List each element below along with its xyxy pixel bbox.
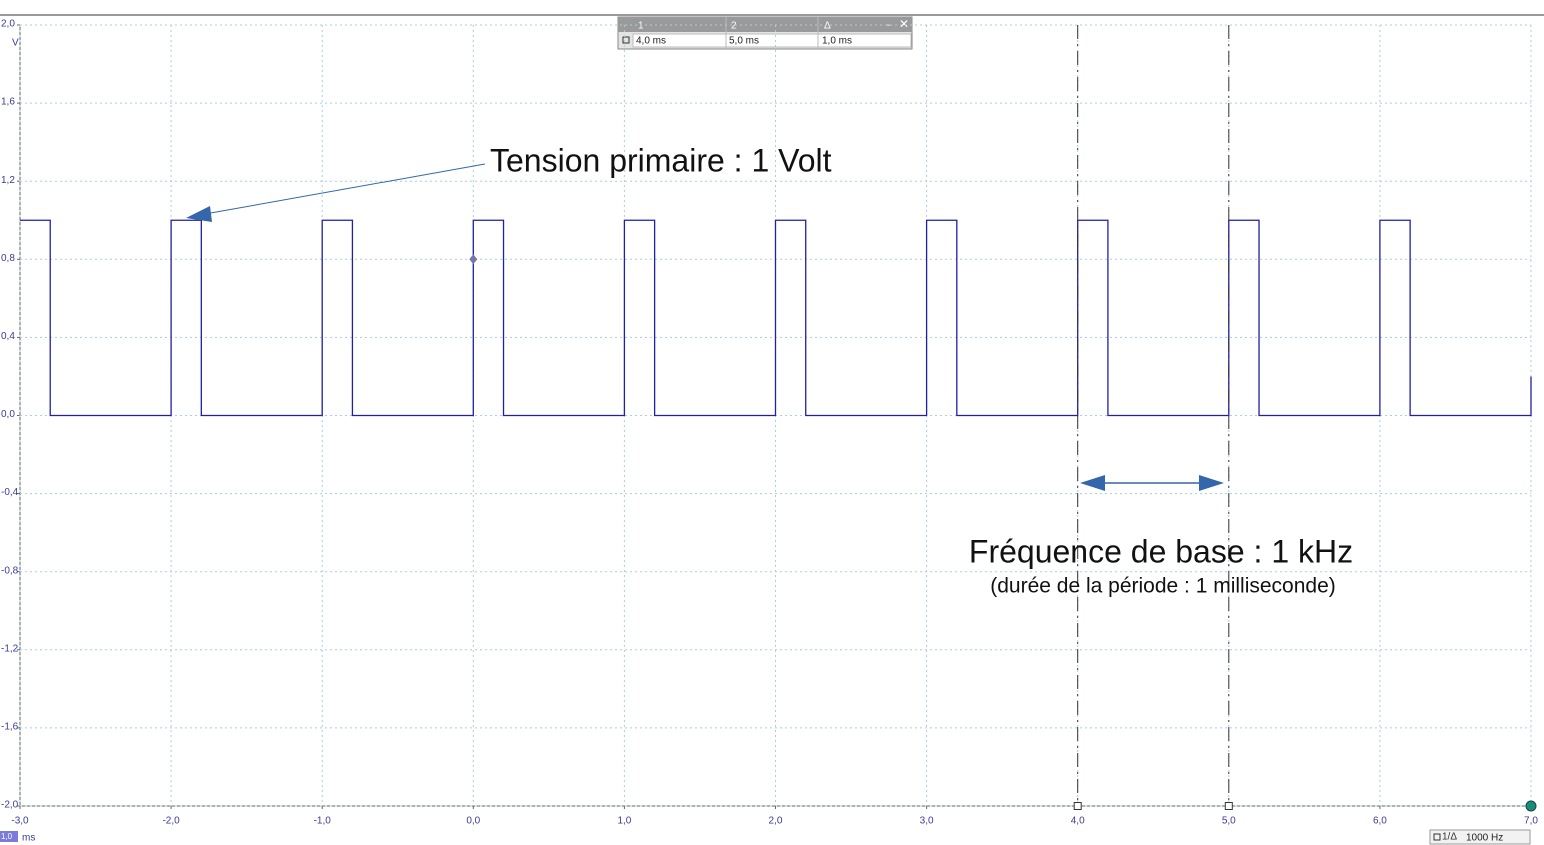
trigger-marker <box>469 254 478 265</box>
annotations: Tension primaire : 1 Volt Fréquence de b… <box>186 142 1353 598</box>
x-tick-label: 7,0 <box>1524 816 1538 827</box>
cursor-table: 1 2 Δ ‒ ✕ 4,0 ms 5,0 ms 1,0 ms <box>617 16 913 50</box>
arrow-head <box>1199 475 1224 491</box>
y-tick-label: 0,0 <box>1 409 15 420</box>
annotation: (durée de la période : 1 milliseconde) <box>990 575 1336 598</box>
table-row-bg <box>632 33 912 48</box>
x-tick-label: 3,0 <box>920 816 934 827</box>
readout-label: 1/Δ <box>1442 832 1457 843</box>
annotation-arrow <box>204 163 486 215</box>
cursor-handle <box>1073 802 1082 810</box>
row-icon <box>622 36 630 44</box>
timebase-badge <box>0 831 18 842</box>
annotation: Tension primaire : 1 Volt <box>490 142 832 178</box>
x-tick-label: 5,0 <box>1222 816 1236 827</box>
table-header: 2 <box>731 21 737 32</box>
x-tick-label: -2,0 <box>162 816 180 827</box>
y-tick-label: 1,2 <box>1 175 15 186</box>
x-unit: ms <box>22 833 35 844</box>
x-tick-label: -1,0 <box>314 816 332 827</box>
y-tick-label: -1,6 <box>1 722 19 733</box>
arrow-head <box>1080 475 1105 491</box>
readout-box <box>1429 829 1531 845</box>
table-value: 1,0 ms <box>822 36 852 47</box>
table-header: Δ <box>824 21 831 32</box>
y-tick-label: 2,0 <box>1 19 15 30</box>
trigger-dot <box>1525 800 1537 812</box>
minimize-button[interactable]: ‒ <box>886 19 893 31</box>
x-tick-label: 4,0 <box>1071 816 1085 827</box>
frequency-readout: 1/Δ 1000 Hz <box>1429 829 1531 845</box>
signal-trace <box>20 219 1532 417</box>
y-tick-label: -1,2 <box>1 643 19 654</box>
table-value: 5,0 ms <box>729 36 759 47</box>
x-tick-label: 0,0 <box>466 816 480 827</box>
x-tick-label: 2,0 <box>769 816 783 827</box>
y-tick-label: 0,8 <box>1 253 15 264</box>
x-tick-label: -3,0 <box>11 816 29 827</box>
y-unit: V <box>12 38 19 49</box>
x-tick-label: 6,0 <box>1373 816 1387 827</box>
readout-value: 1000 Hz <box>1466 833 1503 844</box>
table-value: 4,0 ms <box>636 36 666 47</box>
timebase: 1,0 <box>1 832 13 841</box>
cursor-handle <box>1224 802 1233 810</box>
y-tick-label: -0,4 <box>1 487 19 498</box>
y-tick-label: 0,4 <box>1 331 15 342</box>
close-button[interactable]: ✕ <box>899 17 909 31</box>
plot: 2,0 1,6 1,2 0,8 0,4 0,0 -0,4 -0,8 -1,2 -1,6 -2,0 -3… <box>1 19 1538 827</box>
annotation: Fréquence de base : 1 kHz <box>969 533 1353 569</box>
arrow-head <box>186 206 212 222</box>
readout-icon <box>1433 833 1441 841</box>
x-tick-label: 1,0 <box>617 816 631 827</box>
table-header: 1 <box>638 21 644 32</box>
y-tick-label: 1,6 <box>1 97 15 108</box>
y-tick-label: -0,8 <box>1 565 19 576</box>
y-tick-label: -2,0 <box>1 800 19 811</box>
